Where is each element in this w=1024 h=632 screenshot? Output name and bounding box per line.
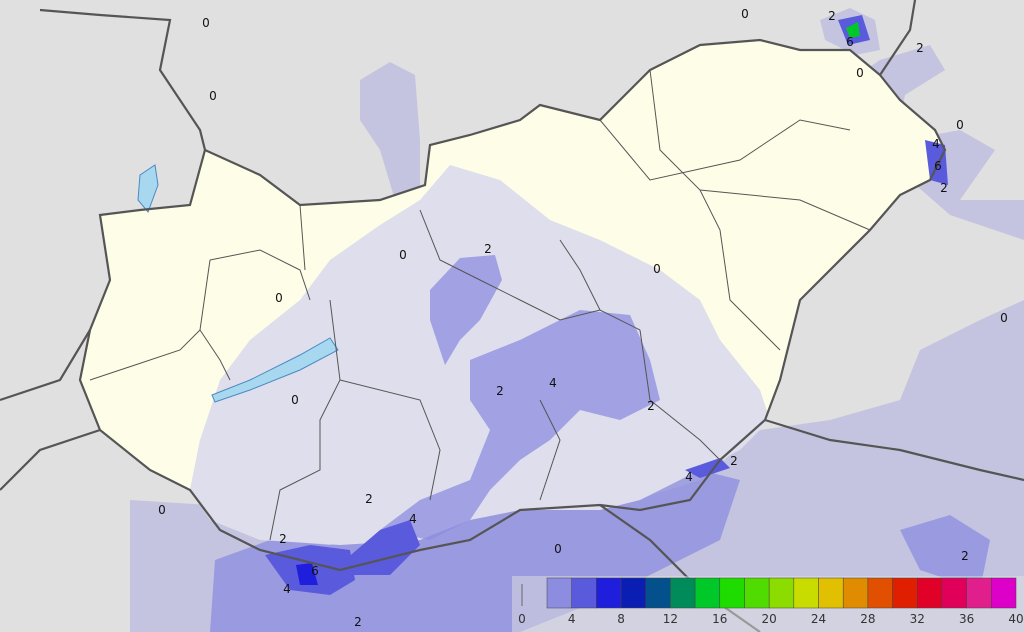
legend-tick-label: 4	[568, 612, 576, 626]
country-border-sw	[0, 329, 101, 491]
contour-label: 4	[283, 582, 291, 596]
contour-label: 0	[209, 89, 217, 103]
contour-label: 0	[856, 66, 864, 80]
lake-neusiedl	[137, 164, 159, 213]
county-borders	[89, 69, 871, 541]
contour-label: 0	[653, 262, 661, 276]
legend-swatch	[719, 577, 745, 609]
contour-label: 2	[916, 41, 924, 55]
country-border-east	[764, 418, 1024, 482]
country-border-ne	[879, 0, 917, 76]
legend-swatch	[867, 577, 893, 609]
contour-label: 4	[409, 512, 417, 526]
contour-label: 2	[365, 492, 373, 506]
legend-swatch	[546, 577, 572, 609]
legend-swatch	[818, 577, 844, 609]
legend-swatch	[991, 577, 1017, 609]
legend-tick-label: 20	[762, 612, 777, 626]
contour-label: 0	[158, 503, 166, 517]
precip-area-2to4-se	[900, 515, 990, 590]
contour-label: 0	[202, 16, 210, 30]
precip-4to6-ne	[925, 140, 948, 185]
hungary-border	[78, 38, 947, 572]
legend-swatch	[966, 577, 992, 609]
contour-label: 0	[399, 248, 407, 262]
legend-swatch	[941, 577, 967, 609]
legend-tick-label: 28	[860, 612, 875, 626]
legend-swatch	[571, 577, 597, 609]
contour-label: 0	[291, 393, 299, 407]
contour-label: 2	[961, 549, 969, 563]
legend-swatch	[596, 577, 622, 609]
contour-label: 2	[279, 532, 287, 546]
legend-ticks: 0 4 8 12 16 20 24 28 32 36 40	[518, 612, 1023, 626]
contour-label: 2	[940, 181, 948, 195]
precip-area-north	[360, 62, 420, 200]
contour-label: 0	[956, 118, 964, 132]
contour-label: 6	[846, 35, 854, 49]
legend-tick-label: 0	[518, 612, 526, 626]
precip-12to16-ne	[846, 22, 860, 38]
country-border-north	[39, 8, 207, 151]
legend-swatch	[670, 577, 696, 609]
contour-label: 6	[934, 159, 942, 173]
legend-swatch	[694, 577, 721, 609]
contour-label: 2	[647, 399, 655, 413]
legend-swatch	[645, 577, 671, 609]
legend-tick-label: 24	[811, 612, 826, 626]
precipitation-legend: 0 4 8 12 16 20 24 28 32 36 40	[512, 576, 1024, 632]
legend-tick-label: 40	[1008, 612, 1023, 626]
contour-label: 4	[549, 376, 557, 390]
legend-swatch	[744, 577, 770, 609]
contour-label: 2	[828, 9, 836, 23]
legend-swatch	[620, 577, 646, 609]
contour-label: 2	[484, 242, 492, 256]
contour-label: 0	[275, 291, 283, 305]
legend-swatches	[546, 577, 1017, 609]
legend-tick-label: 16	[712, 612, 727, 626]
legend-swatch	[842, 577, 869, 609]
legend-swatch	[917, 577, 943, 609]
contour-label: 0	[554, 542, 562, 556]
contour-label: 0	[1000, 311, 1008, 325]
legend-swatch	[793, 577, 819, 609]
contour-label: 2	[354, 615, 362, 629]
legend-swatch	[768, 577, 795, 609]
contour-label: 2	[496, 384, 504, 398]
precip-4to6-south2	[345, 520, 420, 575]
precip-6to8-south	[296, 563, 318, 585]
contour-label: 2	[730, 454, 738, 468]
precip-2to4-center	[380, 310, 660, 540]
contour-label: 0	[741, 7, 749, 21]
hungary-fill-light-precip	[190, 165, 770, 545]
legend-tick-label: 8	[617, 612, 625, 626]
legend-tick-label: 36	[959, 612, 974, 626]
contour-label: 4	[932, 137, 940, 151]
lake-balaton	[211, 337, 339, 403]
legend-tick-label: 32	[910, 612, 925, 626]
hungary-fill-dry	[80, 40, 945, 490]
contour-label: 6	[311, 564, 319, 578]
legend-tick-label: 12	[663, 612, 678, 626]
contour-label: 4	[685, 470, 693, 484]
legend-swatch	[892, 577, 918, 609]
